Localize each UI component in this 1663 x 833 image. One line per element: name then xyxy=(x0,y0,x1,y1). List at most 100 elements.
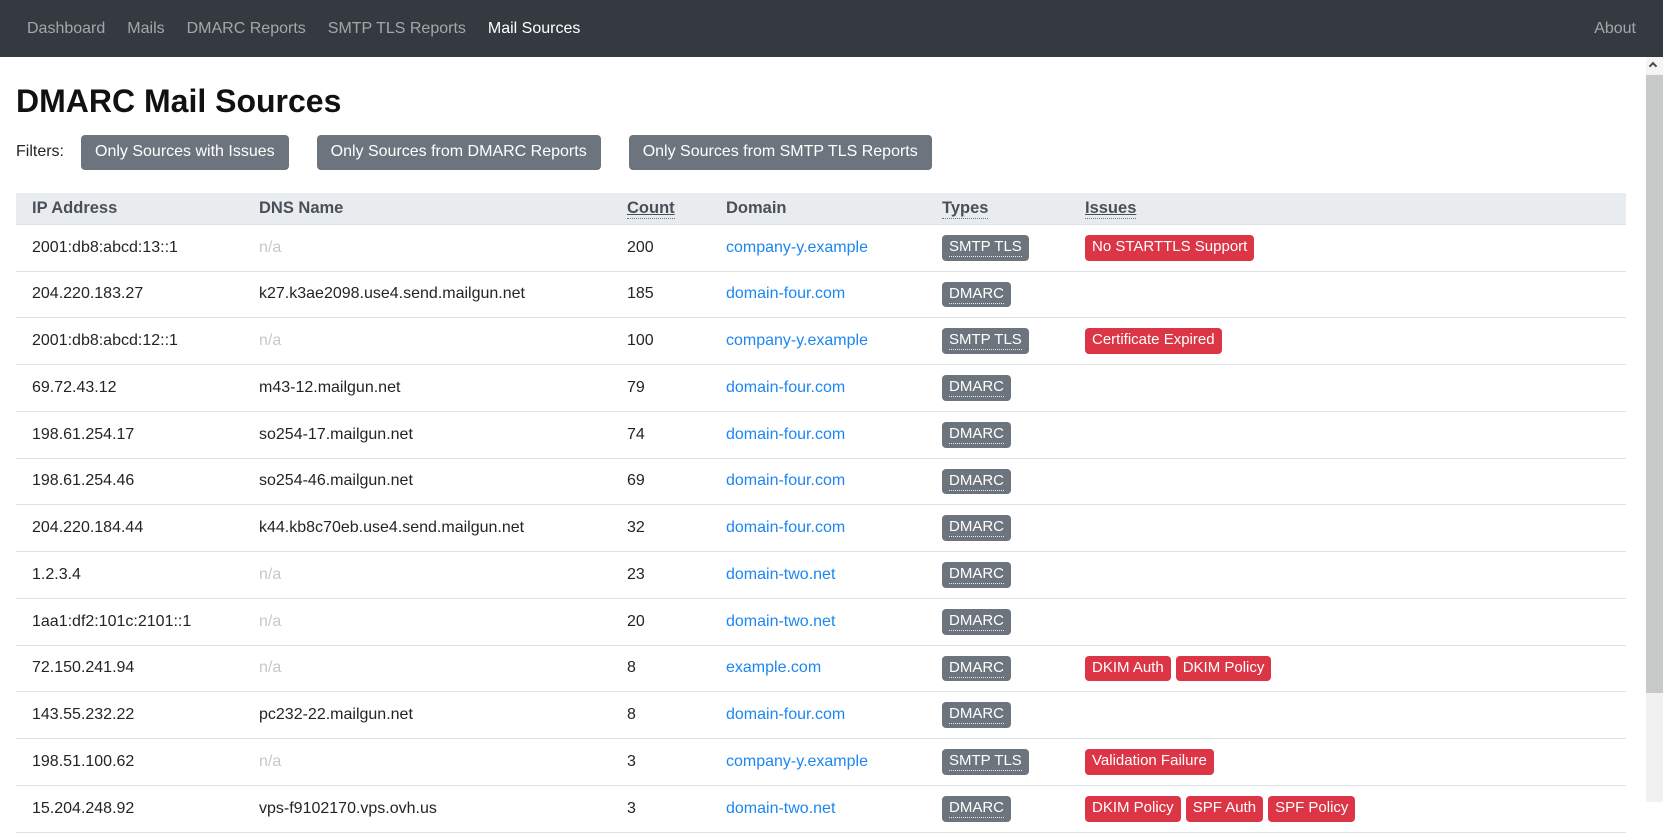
cell-dns: m43-12.mailgun.net xyxy=(243,364,611,412)
cell-count: 69 xyxy=(611,457,710,505)
chevron-up-icon xyxy=(1648,61,1658,71)
filters-bar: Filters: Only Sources with Issues Only S… xyxy=(16,135,1626,170)
column-header-issues[interactable]: Issues xyxy=(1069,192,1626,225)
filter-button-dmarc-only[interactable]: Only Sources from DMARC Reports xyxy=(316,135,601,170)
domain-link[interactable]: company-y.example xyxy=(726,238,868,256)
type-badge[interactable]: DMARC xyxy=(942,608,1011,635)
vertical-scrollbar[interactable] xyxy=(1646,57,1663,802)
cell-issues xyxy=(1069,410,1626,459)
cell-count: 3 xyxy=(611,738,710,786)
column-header-dns: DNS Name xyxy=(243,192,611,225)
filter-button-smtp-tls-only[interactable]: Only Sources from SMTP TLS Reports xyxy=(628,135,932,170)
cell-issues: No STARTTLS Support xyxy=(1069,223,1626,272)
table-row: 143.55.232.22 pc232-22.mailgun.net 8 dom… xyxy=(16,691,1626,739)
cell-count: 74 xyxy=(611,410,710,459)
type-badge[interactable]: SMTP TLS xyxy=(942,749,1029,775)
nav-item-dmarc-reports[interactable]: DMARC Reports xyxy=(186,19,306,37)
domain-link[interactable]: domain-four.com xyxy=(726,519,846,537)
table-row: 204.220.183.27 k27.k3ae2098.use4.send.ma… xyxy=(16,270,1626,318)
domain-link[interactable]: domain-two.net xyxy=(726,612,836,630)
cell-dns: vps-f9102170.vps.ovh.us xyxy=(243,784,611,833)
scrollbar-thumb[interactable] xyxy=(1646,75,1663,693)
type-badge[interactable]: DMARC xyxy=(942,562,1011,588)
cell-domain: domain-two.net xyxy=(710,784,926,833)
cell-types: DMARC xyxy=(926,270,1069,318)
cell-ip: 204.220.184.44 xyxy=(16,504,243,552)
navbar-left: Dashboard Mails DMARC Reports SMTP TLS R… xyxy=(16,12,591,46)
cell-dns: n/a xyxy=(243,597,611,646)
type-badge[interactable]: DMARC xyxy=(942,421,1011,448)
issue-badge[interactable]: Certificate Expired xyxy=(1085,328,1222,355)
domain-link[interactable]: domain-four.com xyxy=(726,285,846,303)
table-row: 1.2.3.4 n/a 23 domain-two.net DMARC xyxy=(16,551,1626,599)
filter-button-issues-only[interactable]: Only Sources with Issues xyxy=(81,135,289,170)
cell-domain: domain-four.com xyxy=(710,691,926,739)
type-badge[interactable]: DMARC xyxy=(942,281,1011,308)
column-header-types: Types xyxy=(926,192,1069,225)
cell-domain: domain-two.net xyxy=(710,597,926,646)
issue-badge[interactable]: DKIM Auth xyxy=(1085,655,1171,682)
type-badge[interactable]: DMARC xyxy=(942,795,1011,822)
domain-link[interactable]: company-y.example xyxy=(726,752,868,770)
domain-link[interactable]: domain-two.net xyxy=(726,799,836,817)
domain-link[interactable]: domain-four.com xyxy=(726,706,846,724)
cell-types: DMARC xyxy=(926,504,1069,552)
table-row: 1aa1:df2:101c:2101::1 n/a 20 domain-two.… xyxy=(16,597,1626,646)
cell-types: DMARC xyxy=(926,597,1069,646)
cell-issues xyxy=(1069,364,1626,412)
nav-item-mail-sources[interactable]: Mail Sources xyxy=(487,19,581,37)
cell-dns: so254-46.mailgun.net xyxy=(243,457,611,505)
cell-domain: domain-four.com xyxy=(710,270,926,318)
type-badge[interactable]: DMARC xyxy=(942,468,1011,495)
type-badge[interactable]: DMARC xyxy=(942,655,1011,682)
cell-issues: Validation Failure xyxy=(1069,738,1626,786)
nav-item-dashboard[interactable]: Dashboard xyxy=(27,19,106,37)
issue-badge[interactable]: SPF Policy xyxy=(1268,795,1356,822)
cell-types: DMARC xyxy=(926,644,1069,692)
column-header-count[interactable]: Count xyxy=(611,192,710,225)
domain-link[interactable]: domain-four.com xyxy=(726,378,846,396)
nav-item-mails[interactable]: Mails xyxy=(127,19,165,37)
issue-badge[interactable]: SPF Auth xyxy=(1185,795,1264,822)
cell-issues: DKIM Auth DKIM Policy xyxy=(1069,644,1626,692)
cell-domain: company-y.example xyxy=(710,738,926,786)
issue-badge[interactable]: Validation Failure xyxy=(1085,749,1214,775)
domain-link[interactable]: domain-four.com xyxy=(726,425,846,443)
page-title: DMARC Mail Sources xyxy=(16,83,342,119)
cell-count: 32 xyxy=(611,504,710,552)
cell-count: 20 xyxy=(611,597,710,646)
cell-ip: 2001:db8:abcd:13::1 xyxy=(16,223,243,272)
scrollbar-up-button[interactable] xyxy=(1646,57,1663,74)
domain-link[interactable]: company-y.example xyxy=(726,332,868,350)
cell-ip: 15.204.248.92 xyxy=(16,784,243,833)
table-row: 198.51.100.62 n/a 3 company-y.example SM… xyxy=(16,738,1626,786)
cell-count: 23 xyxy=(611,551,710,599)
issue-badge[interactable]: DKIM Policy xyxy=(1085,795,1181,822)
type-badge[interactable]: SMTP TLS xyxy=(942,234,1029,261)
table-row: 72.150.241.94 n/a 8 example.com DMARC DK… xyxy=(16,644,1626,692)
type-badge[interactable]: DMARC xyxy=(942,515,1011,542)
type-badge[interactable]: DMARC xyxy=(942,375,1011,401)
table-row: 198.61.254.17 so254-17.mailgun.net 74 do… xyxy=(16,410,1626,459)
cell-dns: so254-17.mailgun.net xyxy=(243,410,611,459)
cell-issues xyxy=(1069,504,1626,552)
type-badge[interactable]: SMTP TLS xyxy=(942,328,1029,355)
type-badge[interactable]: DMARC xyxy=(942,702,1011,729)
nav-item-about[interactable]: About xyxy=(1594,19,1636,37)
issue-badge[interactable]: No STARTTLS Support xyxy=(1085,234,1255,261)
table-body: 2001:db8:abcd:13::1 n/a 200 company-y.ex… xyxy=(16,223,1626,833)
issue-badge[interactable]: DKIM Policy xyxy=(1175,655,1272,682)
cell-count: 200 xyxy=(611,223,710,272)
cell-dns: pc232-22.mailgun.net xyxy=(243,691,611,739)
domain-link[interactable]: example.com xyxy=(726,659,822,677)
cell-dns: n/a xyxy=(243,223,611,272)
domain-link[interactable]: domain-two.net xyxy=(726,565,836,583)
domain-link[interactable]: domain-four.com xyxy=(726,472,846,490)
cell-dns: k27.k3ae2098.use4.send.mailgun.net xyxy=(243,270,611,318)
cell-count: 185 xyxy=(611,270,710,318)
nav-item-smtp-tls-reports[interactable]: SMTP TLS Reports xyxy=(327,19,466,37)
cell-domain: example.com xyxy=(710,644,926,692)
cell-types: SMTP TLS xyxy=(926,223,1069,272)
cell-count: 100 xyxy=(611,317,710,365)
cell-issues xyxy=(1069,551,1626,599)
